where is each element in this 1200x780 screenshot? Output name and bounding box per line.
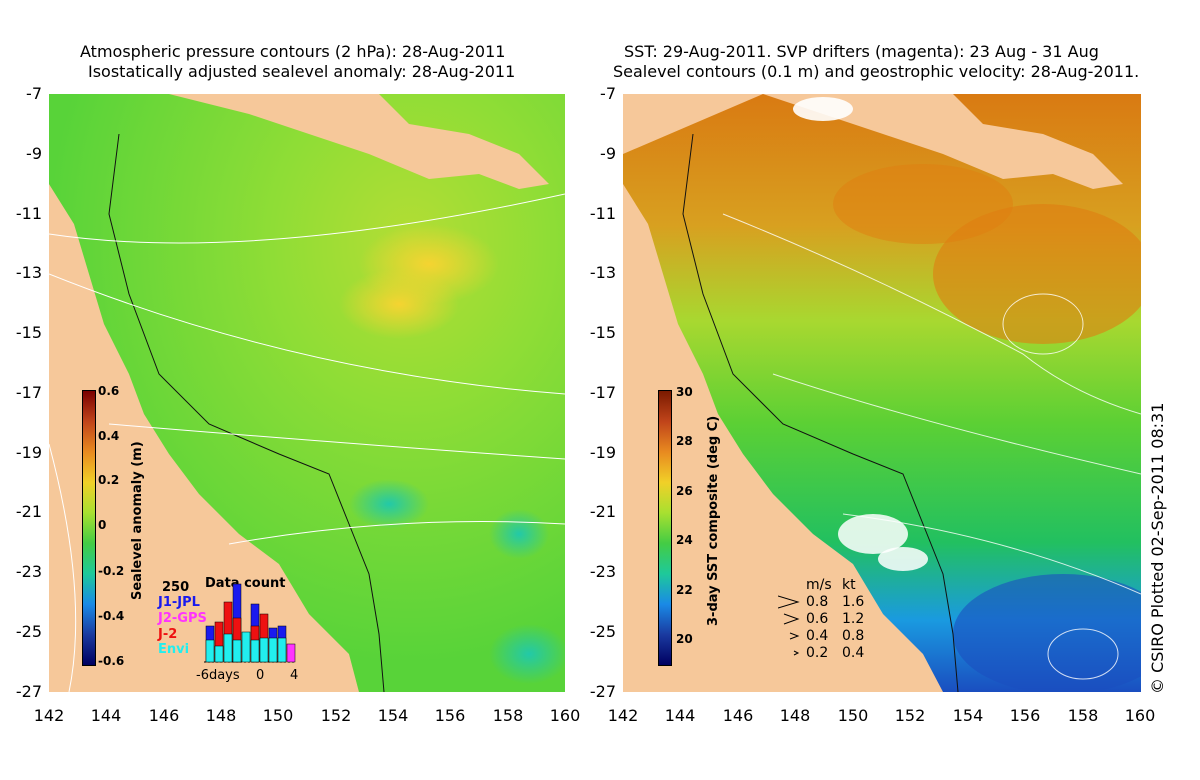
sst-colorbar-gradient bbox=[658, 390, 672, 666]
cbar-tick: 30 bbox=[676, 385, 693, 399]
x-tick: 146 bbox=[722, 706, 754, 725]
y-tick: -21 bbox=[15, 502, 42, 521]
data-count-x-label: 0 bbox=[256, 668, 265, 683]
y-tick: -9 bbox=[26, 144, 42, 163]
cbar-tick: 0.4 bbox=[98, 429, 120, 443]
y-tick: -17 bbox=[589, 383, 616, 402]
x-tick: 156 bbox=[1009, 706, 1041, 725]
x-tick: 142 bbox=[33, 706, 65, 725]
x-tick: 144 bbox=[90, 706, 122, 725]
sealevel-colorbar-label: Sealevel anomaly (m) bbox=[130, 441, 145, 600]
velocity-row-kt: 1.2 bbox=[842, 611, 865, 627]
data-count-histogram bbox=[204, 583, 296, 663]
velocity-row-ms: 0.4 bbox=[806, 628, 829, 644]
y-tick: -7 bbox=[26, 84, 42, 103]
x-tick: 160 bbox=[1124, 706, 1156, 725]
velocity-row-kt: 1.6 bbox=[842, 594, 865, 610]
cbar-tick: 20 bbox=[676, 632, 693, 646]
x-tick: 154 bbox=[952, 706, 984, 725]
y-tick: -25 bbox=[15, 622, 42, 641]
right-title-line1: SST: 29-Aug-2011. SVP drifters (magenta)… bbox=[624, 42, 1099, 61]
cbar-tick: 0 bbox=[98, 518, 107, 532]
cbar-tick: 22 bbox=[676, 583, 693, 597]
y-tick: -19 bbox=[589, 443, 616, 462]
source-j1-jpl: J1-JPL bbox=[158, 595, 200, 610]
sst-colorbar-label: 3-day SST composite (deg C) bbox=[706, 415, 721, 626]
x-tick: 158 bbox=[1067, 706, 1099, 725]
x-tick: 152 bbox=[894, 706, 926, 725]
x-tick: 160 bbox=[549, 706, 581, 725]
x-tick: 144 bbox=[664, 706, 696, 725]
velocity-row-kt: 0.8 bbox=[842, 628, 865, 644]
cbar-tick: 0.2 bbox=[98, 473, 120, 487]
data-count-max: 250 bbox=[162, 580, 190, 595]
sealevel-anomaly-map[interactable] bbox=[49, 94, 565, 692]
y-tick: -11 bbox=[589, 204, 616, 223]
right-title-line2: Sealevel contours (0.1 m) and geostrophi… bbox=[613, 62, 1140, 81]
x-tick: 148 bbox=[205, 706, 237, 725]
y-tick: -15 bbox=[589, 323, 616, 342]
y-tick: -25 bbox=[589, 622, 616, 641]
cbar-tick: -0.6 bbox=[98, 654, 125, 668]
cbar-tick: -0.4 bbox=[98, 609, 125, 623]
x-tick: 148 bbox=[779, 706, 811, 725]
cbar-tick: 28 bbox=[676, 434, 693, 448]
y-tick: -27 bbox=[15, 682, 42, 701]
velocity-row-kt: 0.4 bbox=[842, 645, 865, 661]
data-count-x-label: 4 bbox=[290, 668, 299, 683]
source-j2-gps: J2-GPS bbox=[158, 611, 207, 626]
y-tick: -15 bbox=[15, 323, 42, 342]
source-j2: J-2 bbox=[158, 627, 178, 642]
sealevel-map-svg bbox=[49, 94, 565, 692]
x-tick: 142 bbox=[607, 706, 639, 725]
y-tick: -7 bbox=[600, 84, 616, 103]
velocity-unit-ms: m/s bbox=[806, 577, 832, 593]
velocity-unit-kt: kt bbox=[842, 577, 856, 593]
y-tick: -9 bbox=[600, 144, 616, 163]
velocity-row-ms: 0.8 bbox=[806, 594, 829, 610]
velocity-row-ms: 0.6 bbox=[806, 611, 829, 627]
x-tick: 152 bbox=[320, 706, 352, 725]
data-count-title: Data count bbox=[205, 576, 286, 591]
cbar-tick: 24 bbox=[676, 533, 693, 547]
sst-map-svg bbox=[623, 94, 1141, 692]
left-title-line2: Isostatically adjusted sealevel anomaly:… bbox=[88, 62, 516, 81]
x-tick: 156 bbox=[434, 706, 466, 725]
velocity-row-ms: 0.2 bbox=[806, 645, 829, 661]
x-tick: 150 bbox=[837, 706, 869, 725]
left-title-line1: Atmospheric pressure contours (2 hPa): 2… bbox=[80, 42, 506, 61]
cbar-tick: -0.2 bbox=[98, 564, 125, 578]
sst-map[interactable] bbox=[623, 94, 1141, 692]
y-tick: -13 bbox=[589, 263, 616, 282]
csiro-credit: © CSIRO Plotted 02-Sep-2011 08:31 bbox=[1148, 402, 1167, 694]
y-tick: -21 bbox=[589, 502, 616, 521]
x-tick: 154 bbox=[377, 706, 409, 725]
cbar-tick: 26 bbox=[676, 484, 693, 498]
y-tick: -23 bbox=[15, 562, 42, 581]
x-tick: 146 bbox=[148, 706, 180, 725]
y-tick: -19 bbox=[15, 443, 42, 462]
source-envi: Envi bbox=[158, 642, 190, 657]
x-tick: 158 bbox=[492, 706, 524, 725]
cbar-tick: 0.6 bbox=[98, 384, 120, 398]
y-tick: -11 bbox=[15, 204, 42, 223]
data-count-x-label: -6days bbox=[196, 668, 240, 683]
sealevel-colorbar-gradient bbox=[82, 390, 96, 666]
y-tick: -13 bbox=[15, 263, 42, 282]
y-tick: -27 bbox=[589, 682, 616, 701]
velocity-arrows-icon bbox=[778, 595, 800, 656]
x-tick: 150 bbox=[262, 706, 294, 725]
y-tick: -17 bbox=[15, 383, 42, 402]
y-tick: -23 bbox=[589, 562, 616, 581]
